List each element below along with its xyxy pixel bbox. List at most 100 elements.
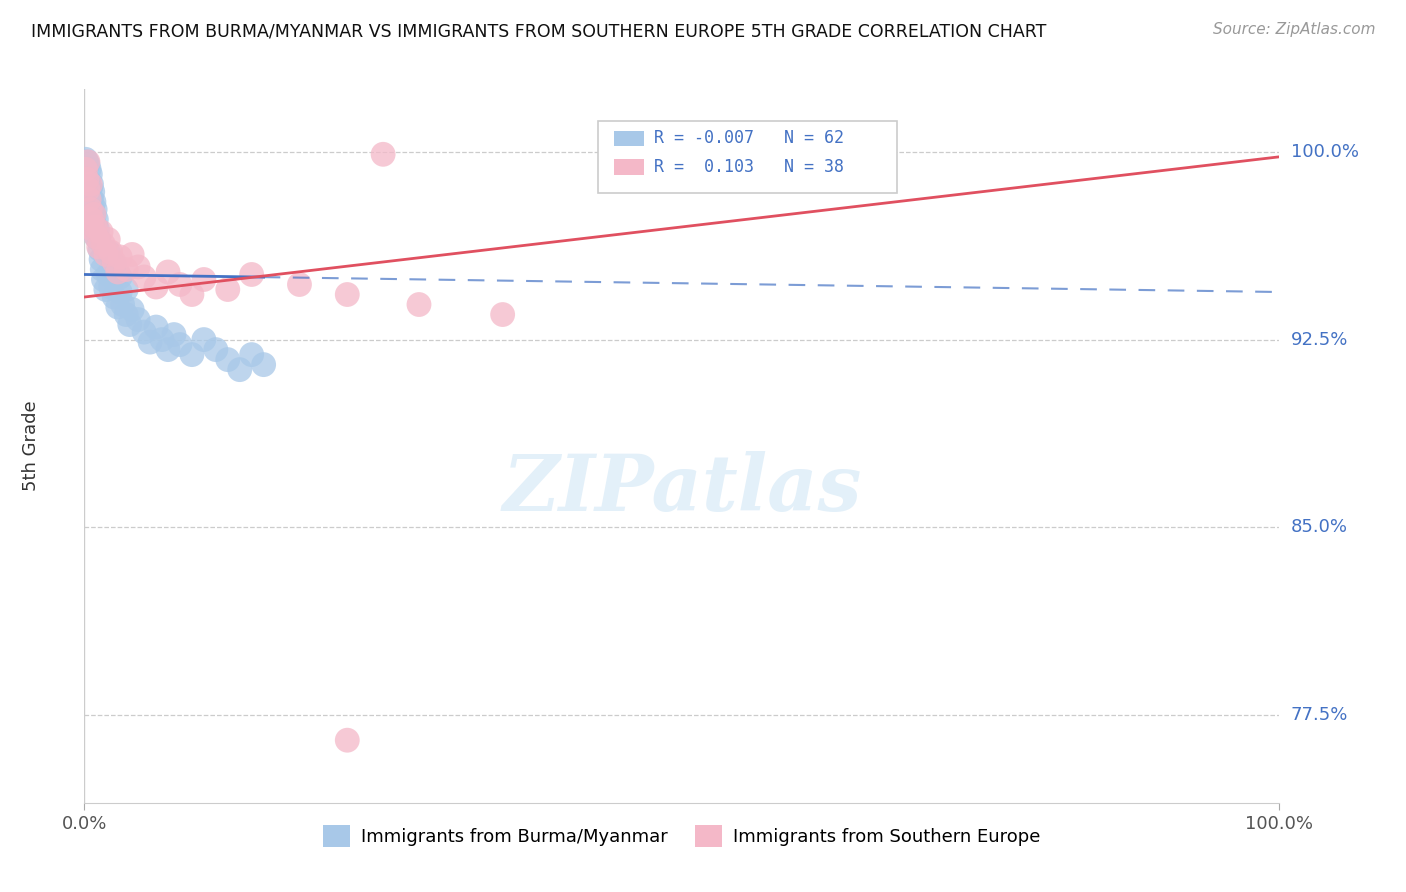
Point [107, 265, 129, 279]
Text: 77.5%: 77.5% [1291, 706, 1348, 724]
Point [77, 175, 100, 189]
Point [127, 260, 149, 274]
Point [103, 257, 125, 271]
Point [139, 335, 162, 350]
Point [169, 337, 191, 351]
Point [150, 333, 173, 347]
Point [77, 179, 100, 194]
Point [93, 272, 115, 286]
Point [94, 247, 117, 261]
Point [75, 167, 97, 181]
Point [492, 308, 515, 322]
Point [145, 280, 167, 294]
Point [80, 178, 103, 192]
Point [84, 219, 107, 234]
Point [77, 162, 100, 177]
Text: 92.5%: 92.5% [1291, 331, 1348, 349]
Point [110, 285, 132, 299]
Point [79, 215, 101, 229]
Point [79, 182, 101, 196]
Point [100, 244, 122, 259]
Point [103, 255, 125, 269]
Point [240, 268, 263, 282]
Point [93, 237, 115, 252]
Point [89, 243, 111, 257]
Point [80, 212, 103, 227]
Point [169, 277, 191, 292]
Point [82, 219, 104, 234]
Text: Source: ZipAtlas.com: Source: ZipAtlas.com [1212, 22, 1375, 37]
Point [87, 232, 110, 246]
Point [115, 262, 138, 277]
Point [115, 283, 138, 297]
Point [193, 272, 215, 286]
Text: R =  0.103   N = 38: R = 0.103 N = 38 [654, 158, 845, 176]
Text: IMMIGRANTS FROM BURMA/MYANMAR VS IMMIGRANTS FROM SOUTHERN EUROPE 5TH GRADE CORRE: IMMIGRANTS FROM BURMA/MYANMAR VS IMMIGRA… [31, 22, 1046, 40]
Point [75, 153, 97, 167]
Point [84, 202, 107, 217]
Point [115, 308, 138, 322]
Point [77, 190, 100, 204]
Point [240, 348, 263, 362]
Point [288, 277, 311, 292]
Legend: Immigrants from Burma/Myanmar, Immigrants from Southern Europe: Immigrants from Burma/Myanmar, Immigrant… [316, 818, 1047, 855]
Point [110, 250, 132, 264]
Point [205, 343, 228, 357]
Point [217, 283, 239, 297]
Point [79, 202, 101, 217]
Point [97, 268, 120, 282]
Point [82, 185, 104, 199]
Point [336, 733, 359, 747]
Point [86, 230, 108, 244]
Point [77, 197, 100, 211]
Point [82, 222, 104, 236]
Point [79, 197, 101, 211]
Point [77, 182, 100, 196]
Point [121, 247, 143, 261]
Point [75, 162, 97, 177]
Point [111, 297, 134, 311]
Point [76, 154, 98, 169]
Point [193, 333, 215, 347]
Point [132, 270, 156, 285]
Point [87, 240, 110, 254]
Point [217, 352, 239, 367]
Point [76, 172, 98, 186]
Point [408, 297, 430, 311]
Point [118, 318, 141, 332]
Point [79, 167, 101, 181]
Point [77, 193, 100, 207]
Text: 85.0%: 85.0% [1291, 518, 1347, 536]
Point [132, 325, 156, 339]
Point [253, 358, 276, 372]
Point [82, 202, 104, 217]
Point [157, 265, 180, 279]
FancyBboxPatch shape [599, 121, 897, 193]
FancyBboxPatch shape [614, 159, 644, 175]
Point [77, 154, 100, 169]
Point [86, 222, 108, 236]
Point [229, 362, 252, 376]
Point [145, 320, 167, 334]
Text: 5th Grade: 5th Grade [21, 401, 39, 491]
Point [86, 230, 108, 244]
Point [84, 219, 107, 234]
Point [163, 327, 186, 342]
Text: 100.0%: 100.0% [1291, 143, 1358, 161]
Point [77, 207, 100, 221]
Point [181, 348, 204, 362]
Point [79, 178, 101, 192]
Point [107, 300, 129, 314]
Point [83, 210, 105, 224]
Point [97, 244, 120, 259]
Text: ZIPatlas: ZIPatlas [502, 450, 862, 527]
Point [94, 283, 117, 297]
FancyBboxPatch shape [614, 130, 644, 146]
Point [181, 287, 204, 301]
Point [90, 252, 112, 267]
Point [83, 194, 105, 209]
Point [77, 157, 100, 171]
Point [373, 147, 395, 161]
Point [80, 193, 103, 207]
Point [121, 302, 143, 317]
